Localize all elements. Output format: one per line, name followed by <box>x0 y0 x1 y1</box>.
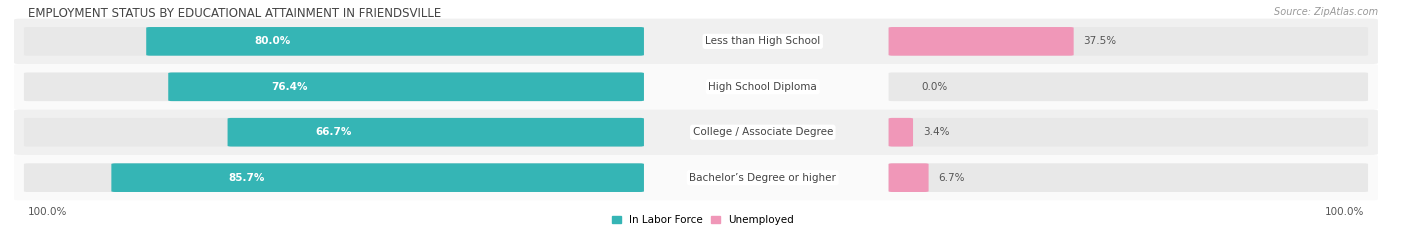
Text: 37.5%: 37.5% <box>1084 36 1116 46</box>
Text: Less than High School: Less than High School <box>706 36 820 46</box>
FancyBboxPatch shape <box>111 163 644 192</box>
FancyBboxPatch shape <box>14 19 1378 64</box>
FancyBboxPatch shape <box>889 118 1368 147</box>
FancyBboxPatch shape <box>889 27 1074 56</box>
Text: 0.0%: 0.0% <box>921 82 948 92</box>
Text: 100.0%: 100.0% <box>28 207 67 217</box>
Text: 76.4%: 76.4% <box>271 82 308 92</box>
FancyBboxPatch shape <box>24 72 644 101</box>
FancyBboxPatch shape <box>889 118 912 147</box>
Text: College / Associate Degree: College / Associate Degree <box>693 127 832 137</box>
FancyBboxPatch shape <box>146 27 644 56</box>
Legend: In Labor Force, Unemployed: In Labor Force, Unemployed <box>613 216 793 226</box>
FancyBboxPatch shape <box>228 118 644 147</box>
FancyBboxPatch shape <box>14 64 1378 110</box>
FancyBboxPatch shape <box>889 163 1368 192</box>
Text: EMPLOYMENT STATUS BY EDUCATIONAL ATTAINMENT IN FRIENDSVILLE: EMPLOYMENT STATUS BY EDUCATIONAL ATTAINM… <box>28 7 441 20</box>
Text: High School Diploma: High School Diploma <box>709 82 817 92</box>
FancyBboxPatch shape <box>24 118 644 147</box>
Text: Source: ZipAtlas.com: Source: ZipAtlas.com <box>1274 7 1378 17</box>
FancyBboxPatch shape <box>169 72 644 101</box>
Text: 85.7%: 85.7% <box>228 173 264 183</box>
Text: Bachelor’s Degree or higher: Bachelor’s Degree or higher <box>689 173 837 183</box>
FancyBboxPatch shape <box>889 27 1368 56</box>
FancyBboxPatch shape <box>14 155 1378 200</box>
Text: 100.0%: 100.0% <box>1324 207 1364 217</box>
FancyBboxPatch shape <box>24 27 644 56</box>
FancyBboxPatch shape <box>889 72 1368 101</box>
Text: 6.7%: 6.7% <box>938 173 965 183</box>
FancyBboxPatch shape <box>24 163 644 192</box>
FancyBboxPatch shape <box>889 163 928 192</box>
Text: 3.4%: 3.4% <box>922 127 949 137</box>
FancyBboxPatch shape <box>14 110 1378 155</box>
Text: 66.7%: 66.7% <box>315 127 352 137</box>
Text: 80.0%: 80.0% <box>254 36 291 46</box>
